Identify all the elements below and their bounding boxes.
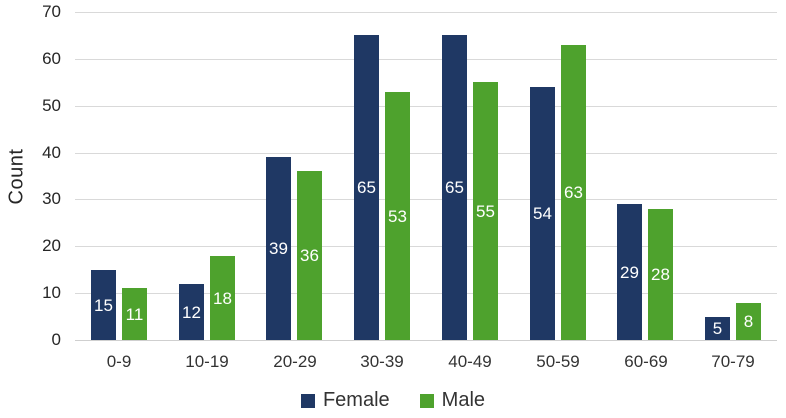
x-category-label: 30-39 [360, 352, 404, 371]
y-tick-label: 70 [42, 2, 61, 21]
bar-male-10-19: 18 [210, 256, 235, 340]
bar-female-50-59: 54 [530, 87, 555, 340]
x-category-label: 0-9 [106, 352, 132, 371]
gridline [75, 153, 777, 154]
bar-value-label: 39 [269, 239, 288, 258]
legend-item-male: Male [419, 389, 486, 412]
y-tick-label: 0 [51, 330, 61, 349]
bar-male-20-29: 36 [297, 171, 322, 340]
bar-value-label: 15 [94, 295, 113, 315]
y-tick-label: 10 [42, 283, 61, 303]
bar-value-label: 36 [300, 246, 319, 265]
x-category-label: 10-19 [185, 352, 229, 371]
gridline [75, 59, 777, 60]
bar-male-60-69: 28 [648, 209, 673, 340]
legend-item-female: Female [300, 389, 390, 412]
bar-male-40-49: 55 [473, 82, 498, 340]
bar-female-70-79: 5 [705, 317, 730, 340]
bar-value-label: 12 [182, 302, 201, 322]
y-tick-label: 30 [42, 189, 61, 209]
x-category-label: 60-69 [624, 352, 668, 371]
bar-value-label: 65 [357, 178, 376, 197]
gridline [75, 12, 777, 13]
gridline [75, 246, 777, 247]
x-category-label: 70-79 [711, 352, 755, 371]
bar-value-label: 11 [125, 304, 144, 324]
bar-male-50-59: 63 [561, 45, 586, 340]
gridline [75, 340, 777, 341]
bar-male-30-39: 53 [385, 92, 410, 340]
bar-female-40-49: 65 [442, 35, 467, 340]
bar-value-label: 28 [651, 265, 670, 284]
bar-value-label: 5 [712, 319, 723, 338]
bar-value-label: 53 [388, 206, 407, 226]
y-tick-label: 50 [42, 95, 61, 115]
bar-value-label: 63 [564, 183, 583, 202]
legend-swatch-male [419, 393, 434, 408]
legend-swatch-female [300, 393, 315, 408]
bar-female-60-69: 29 [617, 204, 642, 340]
bar-female-30-39: 65 [354, 35, 379, 340]
y-tick-label: 20 [42, 236, 61, 256]
bar-value-label: 55 [476, 201, 495, 221]
x-category-label: 20-29 [273, 352, 317, 371]
bar-value-label: 54 [533, 204, 552, 223]
x-category-label: 40-49 [448, 352, 492, 371]
x-category-label: 50-59 [536, 352, 580, 371]
bar-value-label: 18 [213, 288, 232, 308]
bar-male-70-79: 8 [736, 303, 761, 340]
bar-female-20-29: 39 [266, 157, 291, 340]
gridline [75, 199, 777, 200]
legend-label: Male [441, 389, 486, 411]
gridline [75, 106, 777, 107]
plot-area: 15 11 12 18 39 36 65 53 65 55 54 63 29 28 5 8 [75, 12, 777, 341]
legend: Female Male [0, 389, 786, 412]
bar-female-0-9: 15 [91, 270, 116, 340]
legend-label: Female [322, 389, 390, 411]
y-tick-label: 40 [42, 142, 61, 162]
bar-value-label: 65 [445, 178, 464, 197]
bar-female-10-19: 12 [179, 284, 204, 340]
bar-male-0-9: 11 [122, 288, 147, 340]
y-tick-label: 60 [42, 48, 61, 68]
bar-value-label: 8 [743, 312, 754, 331]
bar-value-label: 29 [620, 262, 639, 282]
gridline [75, 293, 777, 294]
